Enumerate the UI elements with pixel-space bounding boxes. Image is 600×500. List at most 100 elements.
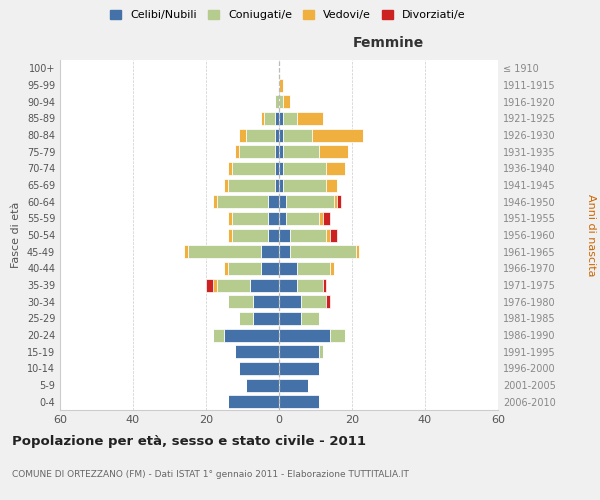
Bar [228, 212, 232, 225]
Bar [228, 228, 232, 241]
Bar [330, 228, 337, 241]
Bar [261, 262, 279, 275]
Bar [301, 295, 326, 308]
Bar [330, 328, 345, 342]
Bar [283, 178, 326, 192]
Bar [253, 312, 279, 325]
Bar [214, 195, 217, 208]
Bar [326, 228, 330, 241]
Legend: Celibi/Nubili, Coniugati/e, Vedovi/e, Divorziati/e: Celibi/Nubili, Coniugati/e, Vedovi/e, Di… [106, 6, 470, 25]
Bar [279, 228, 290, 241]
Bar [232, 228, 268, 241]
Bar [283, 112, 297, 125]
Bar [184, 245, 188, 258]
Bar [279, 345, 319, 358]
Bar [188, 245, 261, 258]
Bar [279, 112, 283, 125]
Bar [301, 312, 319, 325]
Bar [228, 178, 275, 192]
Bar [232, 162, 275, 175]
Bar [253, 295, 279, 308]
Bar [279, 78, 283, 92]
Bar [228, 395, 279, 408]
Bar [283, 145, 319, 158]
Bar [239, 362, 279, 375]
Bar [275, 95, 279, 108]
Bar [319, 145, 349, 158]
Bar [319, 345, 323, 358]
Bar [239, 312, 253, 325]
Bar [275, 145, 279, 158]
Bar [279, 362, 319, 375]
Bar [214, 328, 224, 342]
Bar [217, 278, 250, 291]
Bar [297, 262, 330, 275]
Bar [228, 295, 253, 308]
Bar [279, 312, 301, 325]
Bar [279, 278, 297, 291]
Bar [356, 245, 359, 258]
Bar [235, 145, 239, 158]
Bar [214, 278, 217, 291]
Bar [246, 128, 275, 141]
Bar [323, 212, 330, 225]
Bar [261, 112, 265, 125]
Bar [279, 245, 290, 258]
Bar [319, 212, 323, 225]
Bar [224, 328, 279, 342]
Bar [239, 128, 246, 141]
Bar [232, 212, 268, 225]
Bar [279, 95, 283, 108]
Bar [286, 212, 319, 225]
Bar [337, 195, 341, 208]
Bar [326, 295, 330, 308]
Text: Popolazione per età, sesso e stato civile - 2011: Popolazione per età, sesso e stato civil… [12, 435, 366, 448]
Bar [268, 212, 279, 225]
Bar [279, 162, 283, 175]
Text: COMUNE DI ORTEZZANO (FM) - Dati ISTAT 1° gennaio 2011 - Elaborazione TUTTITALIA.: COMUNE DI ORTEZZANO (FM) - Dati ISTAT 1°… [12, 470, 409, 479]
Bar [275, 128, 279, 141]
Bar [224, 178, 228, 192]
Bar [275, 178, 279, 192]
Bar [275, 162, 279, 175]
Bar [290, 228, 326, 241]
Bar [279, 395, 319, 408]
Y-axis label: Fasce di età: Fasce di età [11, 202, 21, 268]
Bar [312, 128, 363, 141]
Text: Femmine: Femmine [353, 36, 424, 50]
Bar [279, 295, 301, 308]
Bar [326, 162, 344, 175]
Bar [228, 262, 261, 275]
Bar [286, 195, 334, 208]
Bar [275, 112, 279, 125]
Bar [279, 212, 286, 225]
Bar [239, 145, 275, 158]
Bar [217, 195, 268, 208]
Bar [246, 378, 279, 392]
Bar [224, 262, 228, 275]
Bar [265, 112, 275, 125]
Bar [250, 278, 279, 291]
Bar [261, 245, 279, 258]
Bar [279, 178, 283, 192]
Bar [297, 278, 323, 291]
Bar [279, 195, 286, 208]
Bar [283, 95, 290, 108]
Bar [326, 178, 337, 192]
Bar [283, 162, 326, 175]
Bar [279, 128, 283, 141]
Bar [279, 262, 297, 275]
Bar [334, 195, 337, 208]
Text: Anni di nascita: Anni di nascita [586, 194, 596, 276]
Bar [330, 262, 334, 275]
Bar [323, 278, 326, 291]
Bar [268, 228, 279, 241]
Bar [235, 345, 279, 358]
Bar [283, 128, 312, 141]
Bar [279, 145, 283, 158]
Bar [268, 195, 279, 208]
Bar [279, 378, 308, 392]
Bar [228, 162, 232, 175]
Bar [290, 245, 356, 258]
Bar [206, 278, 214, 291]
